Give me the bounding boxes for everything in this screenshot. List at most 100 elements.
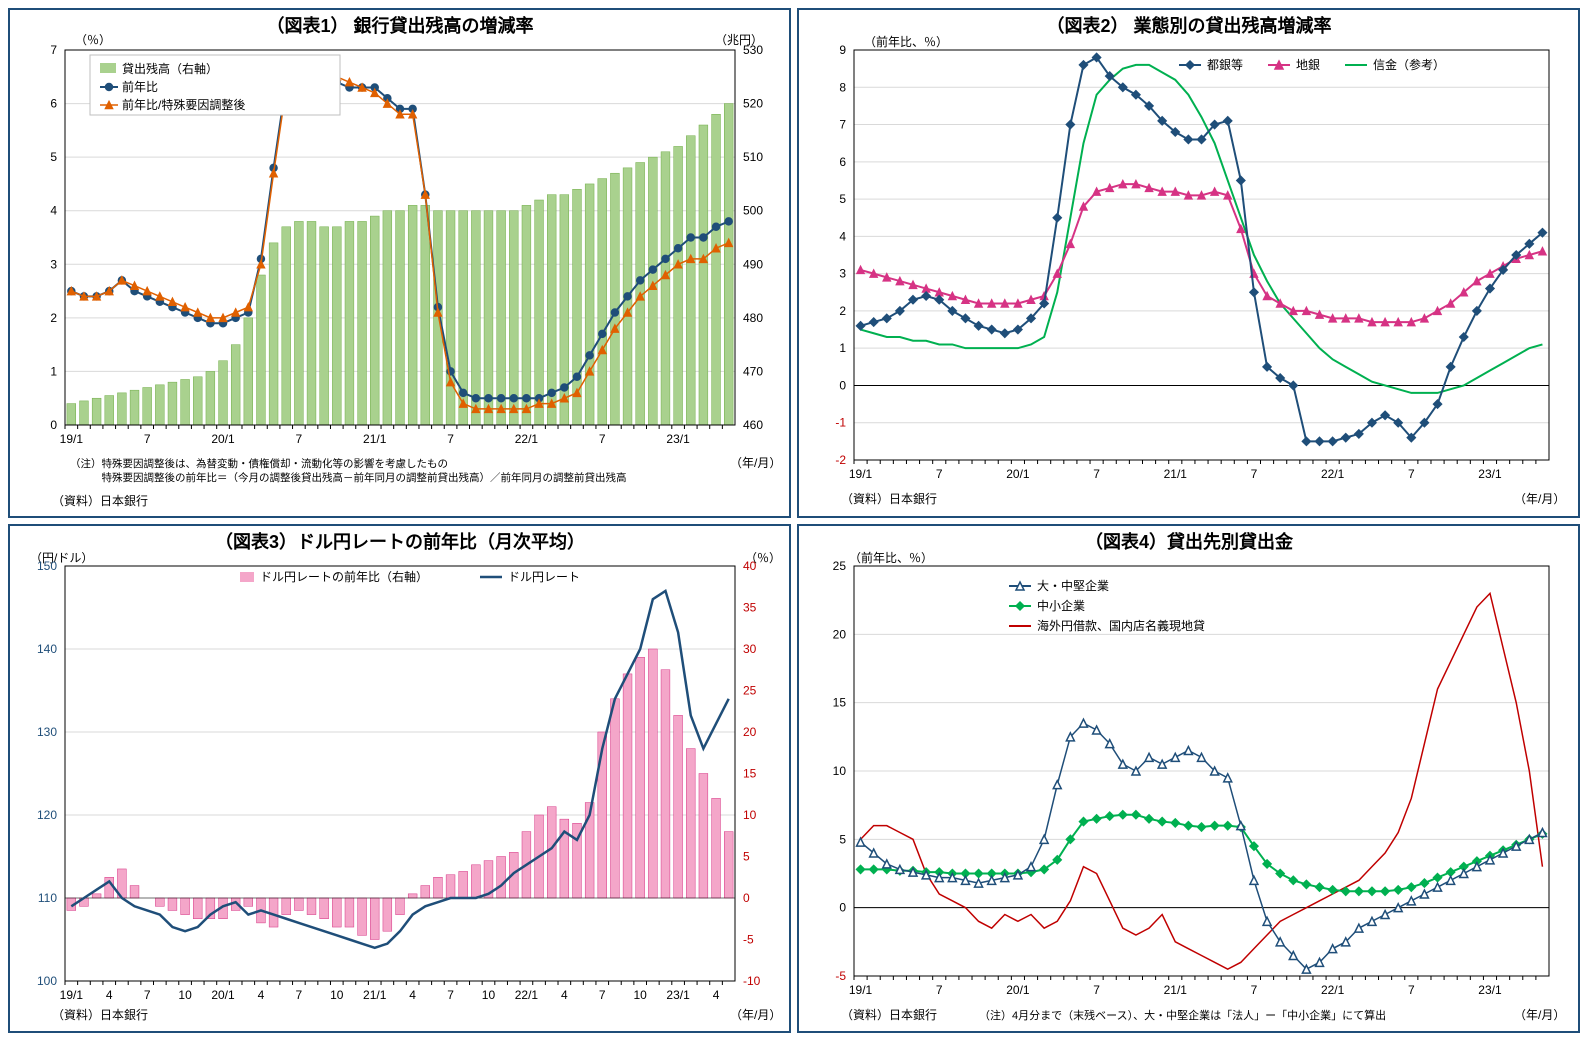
svg-text:ドル円レート: ドル円レート (508, 570, 580, 584)
svg-text:10: 10 (482, 988, 496, 1002)
svg-text:5: 5 (50, 150, 57, 164)
svg-text:7: 7 (1408, 467, 1415, 481)
svg-text:0: 0 (839, 900, 846, 914)
svg-text:-2: -2 (835, 453, 846, 467)
svg-text:7: 7 (936, 983, 943, 997)
svg-text:6: 6 (839, 155, 846, 169)
svg-text:（図表2） 業態別の貸出残高増減率: （図表2） 業態別の貸出残高増減率 (1046, 15, 1331, 36)
svg-text:22/1: 22/1 (515, 988, 539, 1002)
svg-text:23/1: 23/1 (1478, 467, 1502, 481)
svg-text:4: 4 (713, 988, 720, 1002)
svg-text:大・中堅企業: 大・中堅企業 (1037, 578, 1109, 593)
svg-text:21/1: 21/1 (363, 988, 387, 1002)
svg-text:20: 20 (833, 627, 847, 641)
svg-text:9: 9 (839, 43, 846, 57)
svg-text:（年/月）: （年/月） (730, 1008, 781, 1022)
svg-text:480: 480 (743, 311, 763, 325)
svg-text:7: 7 (1408, 983, 1415, 997)
svg-text:7: 7 (144, 988, 151, 1002)
svg-text:30: 30 (743, 642, 757, 656)
svg-text:20/1: 20/1 (1006, 983, 1030, 997)
svg-text:4: 4 (409, 988, 416, 1002)
svg-text:460: 460 (743, 418, 763, 432)
chart-grid: （図表1） 銀行貸出残高の増減率（％）（兆円）01234567460470480… (8, 8, 1580, 1033)
svg-text:5: 5 (839, 192, 846, 206)
svg-text:6: 6 (50, 97, 57, 111)
svg-text:（資料）日本銀行: （資料）日本銀行 (841, 492, 937, 506)
svg-text:510: 510 (743, 150, 763, 164)
svg-text:0: 0 (50, 418, 57, 432)
svg-text:100: 100 (37, 974, 57, 988)
svg-text:1: 1 (839, 341, 846, 355)
svg-text:150: 150 (37, 559, 57, 573)
svg-text:（資料）日本銀行: （資料）日本銀行 (841, 1008, 937, 1022)
svg-text:120: 120 (37, 808, 57, 822)
svg-text:23/1: 23/1 (1478, 983, 1502, 997)
svg-text:ドル円レートの前年比（右軸）: ドル円レートの前年比（右軸） (260, 569, 428, 584)
svg-text:10: 10 (634, 988, 648, 1002)
chart1-panel: （図表1） 銀行貸出残高の増減率（％）（兆円）01234567460470480… (8, 8, 791, 518)
svg-text:20/1: 20/1 (211, 432, 235, 446)
svg-text:7: 7 (1093, 983, 1100, 997)
svg-text:520: 520 (743, 97, 763, 111)
svg-text:海外円借款、国内店名義現地貸: 海外円借款、国内店名義現地貸 (1037, 618, 1205, 633)
svg-text:20/1: 20/1 (1006, 467, 1030, 481)
svg-text:2: 2 (839, 304, 846, 318)
svg-text:10: 10 (330, 988, 344, 1002)
svg-text:7: 7 (1093, 467, 1100, 481)
svg-text:20: 20 (743, 725, 757, 739)
svg-text:130: 130 (37, 725, 57, 739)
svg-text:110: 110 (38, 891, 57, 905)
svg-text:25: 25 (833, 559, 847, 573)
svg-text:21/1: 21/1 (363, 432, 387, 446)
chart3-panel: （図表3）ドル円レートの前年比（月次平均）（円/ドル）（％）1001101201… (8, 524, 791, 1034)
svg-text:40: 40 (743, 559, 757, 573)
svg-text:7: 7 (936, 467, 943, 481)
svg-text:19/1: 19/1 (849, 983, 873, 997)
svg-text:19/1: 19/1 (60, 988, 84, 1002)
svg-text:22/1: 22/1 (1321, 467, 1345, 481)
svg-text:貸出残高（右軸）: 貸出残高（右軸） (122, 61, 218, 76)
svg-text:500: 500 (743, 204, 763, 218)
svg-text:20/1: 20/1 (211, 988, 235, 1002)
svg-text:7: 7 (599, 432, 606, 446)
svg-text:（図表3）ドル円レートの前年比（月次平均）: （図表3）ドル円レートの前年比（月次平均） (215, 531, 585, 552)
svg-text:19/1: 19/1 (60, 432, 84, 446)
svg-text:（年/月）: （年/月） (730, 456, 781, 470)
svg-text:4: 4 (561, 988, 568, 1002)
svg-text:7: 7 (599, 988, 606, 1002)
svg-text:530: 530 (743, 43, 763, 57)
svg-text:（注）特殊要因調整後は、為替変動・債権償却・流動化等の影響を: （注）特殊要因調整後は、為替変動・債権償却・流動化等の影響を考慮したもの (70, 457, 448, 470)
svg-text:7: 7 (447, 988, 454, 1002)
svg-text:前年比/特殊要因調整後: 前年比/特殊要因調整後 (122, 97, 245, 112)
svg-text:（注）4月分まで（末残ベース）、大・中堅企業は「法人」ー「中: （注）4月分まで（末残ベース）、大・中堅企業は「法人」ー「中小企業」にて算出 (979, 1008, 1386, 1022)
svg-text:7: 7 (1251, 467, 1258, 481)
chart2-panel: （図表2） 業態別の貸出残高増減率（前年比、％）-2-1012345678919… (797, 8, 1580, 518)
svg-text:地銀: 地銀 (1296, 58, 1320, 72)
svg-text:-1: -1 (835, 416, 846, 430)
svg-text:25: 25 (743, 683, 757, 697)
svg-text:中小企業: 中小企業 (1037, 598, 1085, 613)
svg-text:4: 4 (839, 229, 846, 243)
chart4-panel: （図表4）貸出先別貸出金（前年比、％）-5051015202519/1720/1… (797, 524, 1580, 1034)
svg-text:（前年比、％）: （前年比、％） (864, 34, 948, 49)
svg-text:15: 15 (743, 766, 757, 780)
svg-text:15: 15 (833, 695, 847, 709)
svg-text:35: 35 (743, 600, 757, 614)
svg-text:23/1: 23/1 (666, 432, 690, 446)
svg-text:-5: -5 (835, 969, 846, 983)
svg-text:都銀等: 都銀等 (1207, 58, 1243, 72)
svg-text:（資料）日本銀行: （資料）日本銀行 (52, 494, 148, 508)
svg-text:0: 0 (743, 891, 750, 905)
svg-text:（年/月）: （年/月） (1514, 492, 1565, 506)
svg-text:7: 7 (447, 432, 454, 446)
svg-text:（％）: （％） (75, 33, 111, 47)
svg-text:（図表4）貸出先別貸出金: （図表4）貸出先別貸出金 (1085, 531, 1294, 552)
svg-text:3: 3 (839, 267, 846, 281)
svg-text:（図表1） 銀行貸出残高の増減率: （図表1） 銀行貸出残高の増減率 (266, 15, 533, 36)
svg-text:22/1: 22/1 (1321, 983, 1345, 997)
svg-text:140: 140 (37, 642, 57, 656)
svg-text:-5: -5 (743, 932, 754, 946)
svg-text:19/1: 19/1 (849, 467, 873, 481)
svg-text:7: 7 (144, 432, 151, 446)
